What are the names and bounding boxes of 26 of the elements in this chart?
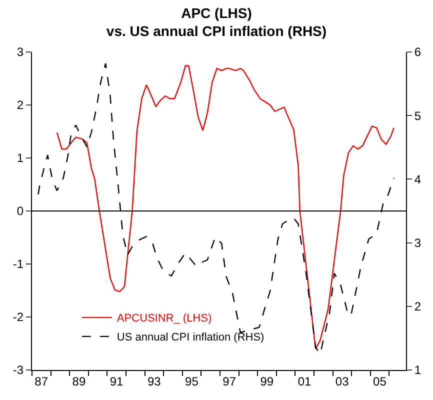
- y2-tick-label: 3: [414, 236, 422, 250]
- x-tick-label: 91: [110, 374, 124, 388]
- x-tick-label: 93: [147, 374, 162, 388]
- x-tick-label: 89: [72, 374, 86, 388]
- x-tick-label: 01: [298, 374, 312, 388]
- y2-tick-label: 2: [414, 300, 422, 314]
- y2-tick-label: 1: [414, 363, 422, 378]
- x-tick-label: 95: [185, 374, 199, 388]
- y2-tick-label: 6: [414, 45, 422, 60]
- x-tick-label: 97: [222, 374, 236, 388]
- x-tick-label: 87: [34, 374, 48, 388]
- x-tick-label: 05: [373, 374, 387, 388]
- y-tick-label: 1: [16, 151, 24, 166]
- y-tick-label: 3: [16, 45, 24, 60]
- y2-tick-label: 4: [414, 172, 422, 186]
- y-tick-label: -2: [12, 310, 24, 324]
- y-tick-label: -1: [12, 257, 24, 272]
- y-tick-label: 0: [16, 204, 24, 218]
- y-tick-label: 2: [16, 98, 24, 112]
- legend-label: APCUSINR_ (LHS): [116, 312, 212, 325]
- chart-title: APC (LHS) vs. US annual CPI inflation (RHS): [106, 5, 327, 40]
- y-tick-label: -3: [12, 363, 24, 378]
- y2-tick-label: 5: [414, 108, 422, 123]
- x-tick-label: 99: [260, 374, 274, 388]
- legend-label: US annual CPI inflation (RHS): [116, 332, 264, 344]
- x-tick-label: 03: [335, 374, 350, 388]
